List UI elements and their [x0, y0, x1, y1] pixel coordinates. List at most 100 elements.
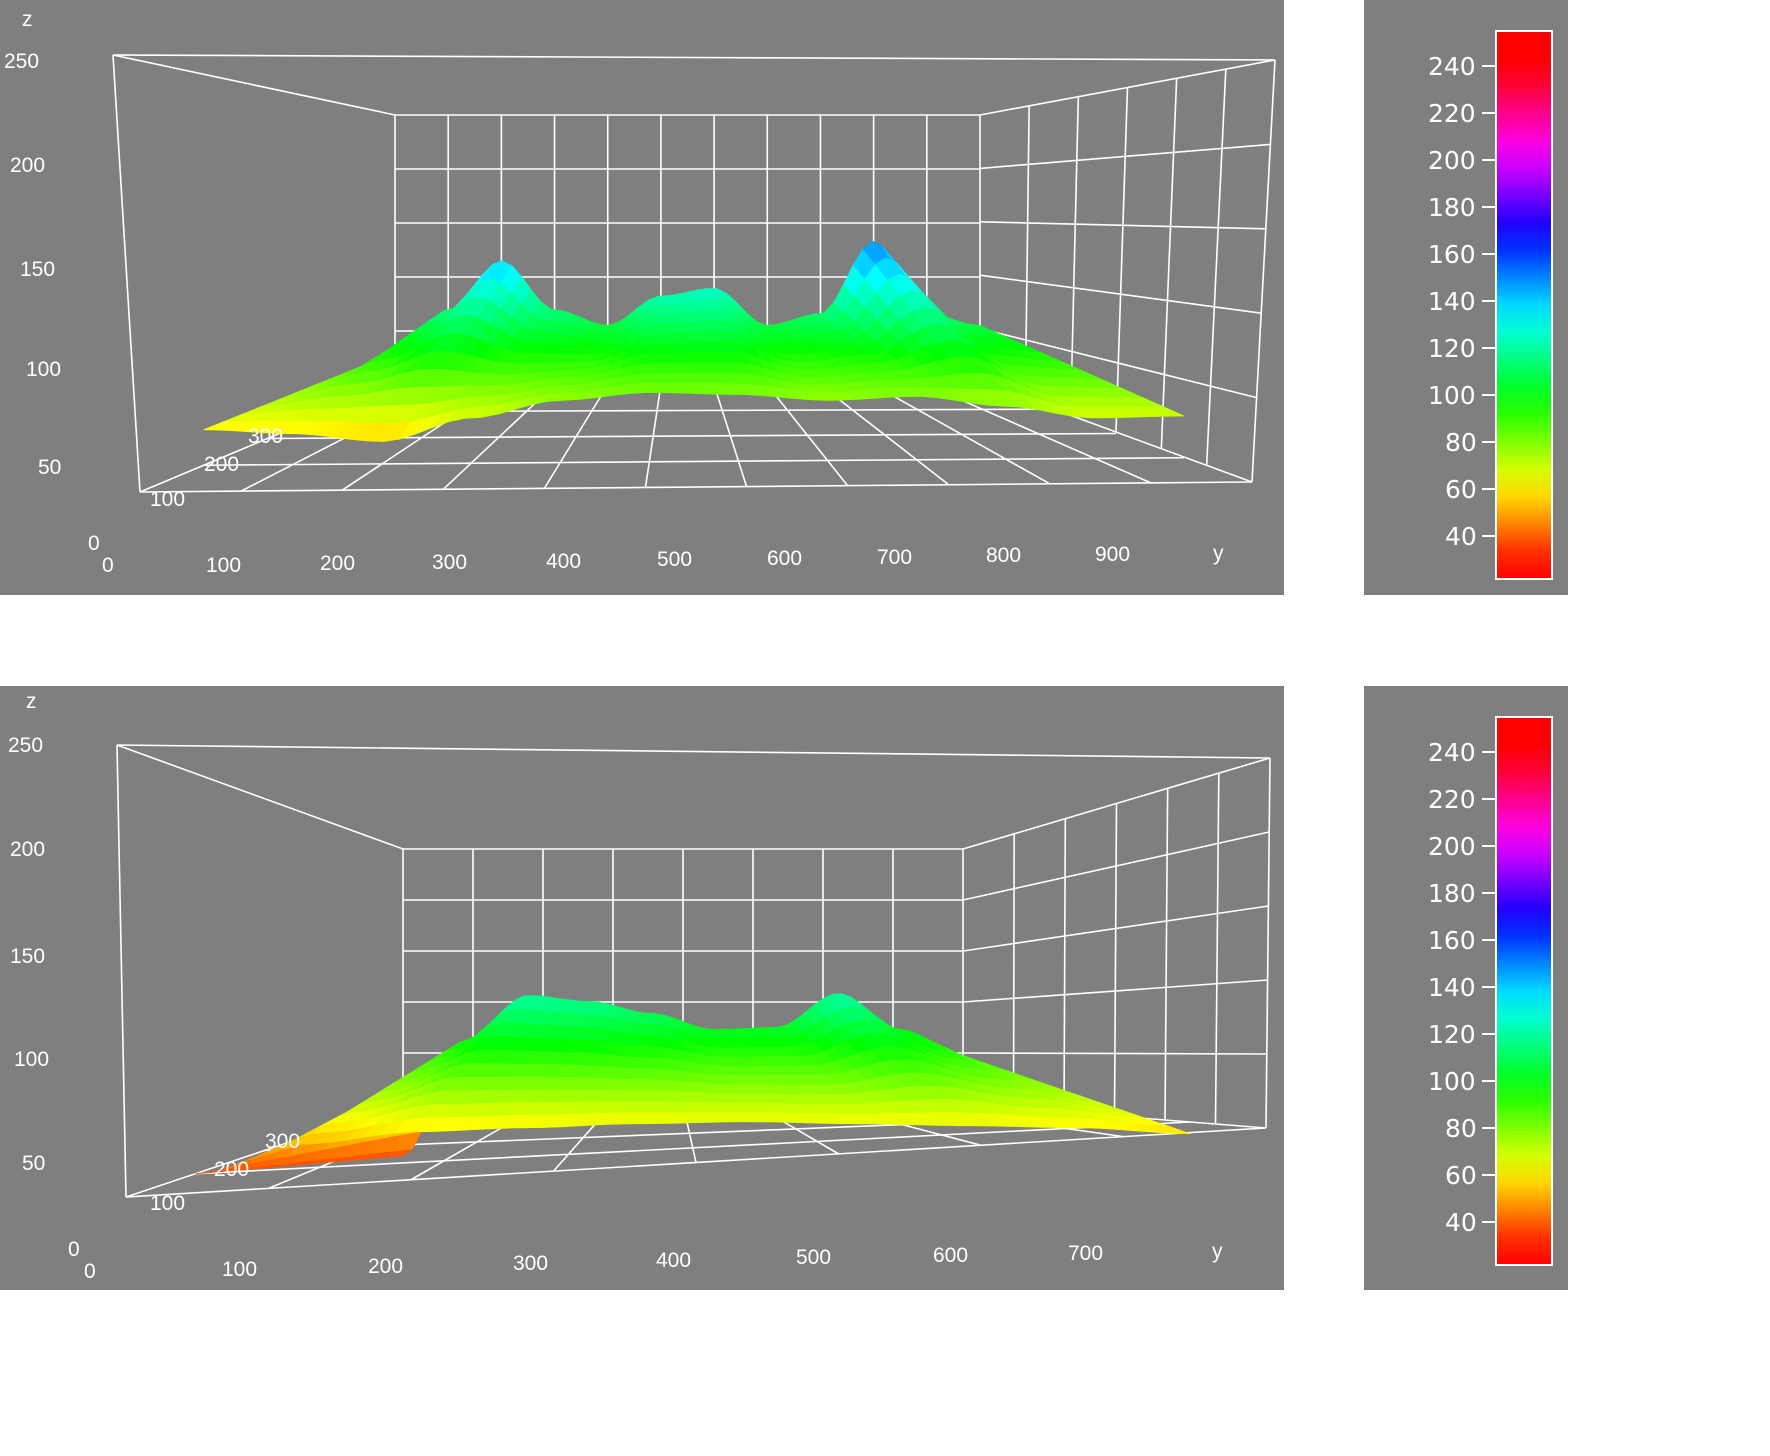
- surface-patch: [708, 383, 728, 395]
- cb-tick-60: 60: [1445, 1161, 1477, 1190]
- surface-patch: [674, 1091, 692, 1103]
- cb-tick-120: 120: [1428, 334, 1476, 363]
- origin-label-y: 0: [84, 1260, 96, 1283]
- surface-patch: [689, 1091, 707, 1104]
- surface-patch: [659, 1112, 677, 1124]
- cb-tick-40: 40: [1445, 1208, 1477, 1237]
- surface-patch: [627, 1101, 646, 1114]
- cb-tick-140: 140: [1428, 973, 1476, 1002]
- surface-patch: [700, 319, 716, 333]
- z-tick-50: 50: [22, 1152, 45, 1175]
- surface-patch: [677, 382, 695, 394]
- surface-patch: [649, 343, 666, 355]
- colorbar-bottom: 240 220 200 180 160 140 120 100 80 60 40: [1364, 686, 1568, 1290]
- surface-patch: [690, 351, 707, 364]
- surface-patch: [633, 1068, 650, 1081]
- z-tick-250: 250: [8, 734, 43, 757]
- cb-tick-120: 120: [1428, 1020, 1476, 1049]
- surface-patch: [690, 341, 706, 354]
- cb-tick-160: 160: [1428, 926, 1476, 955]
- surface: [195, 993, 1191, 1175]
- surface-patch: [641, 1023, 655, 1037]
- surface-patch: [677, 372, 694, 384]
- y-tick-100: 100: [222, 1258, 257, 1281]
- z-axis-label: z: [22, 8, 33, 31]
- colorbar-ticks: [1482, 751, 1496, 1223]
- x-tick-300: 300: [248, 425, 283, 448]
- cb-tick-180: 180: [1428, 193, 1476, 222]
- surface-patch: [701, 330, 718, 343]
- surface-patch: [691, 362, 709, 374]
- y-tick-300: 300: [432, 551, 467, 574]
- surface-patch: [692, 382, 711, 395]
- colorbar-labels: 240 220 200 180 160 140 120 100 80 60 40: [1428, 738, 1477, 1237]
- y-tick-600: 600: [933, 1244, 968, 1267]
- surface-patch: [677, 352, 693, 364]
- surface-patch: [687, 1071, 703, 1084]
- surface-patch: [645, 372, 664, 384]
- cb-tick-220: 220: [1428, 99, 1476, 128]
- cb-tick-180: 180: [1428, 879, 1476, 908]
- surface-patch: [688, 1081, 705, 1094]
- cb-tick-100: 100: [1428, 381, 1476, 410]
- cb-tick-240: 240: [1428, 738, 1476, 767]
- z-tick-100: 100: [14, 1048, 49, 1071]
- surface-patch: [677, 332, 692, 345]
- y-tick-700: 700: [1068, 1242, 1103, 1265]
- surface-patch: [617, 1078, 635, 1092]
- surface-patch: [677, 311, 690, 325]
- z-tick-150: 150: [10, 945, 45, 968]
- surface-patch: [596, 1101, 616, 1114]
- y-tick-200: 200: [368, 1255, 403, 1278]
- y-tick-500: 500: [657, 548, 692, 571]
- colorbar-ticks: [1482, 65, 1496, 537]
- x-tick-100: 100: [150, 488, 185, 511]
- axis-labels: z 250 200 150 100 50 0 0 100 200 300 100…: [4, 8, 1224, 577]
- surface-patch: [629, 372, 648, 385]
- colorbar-gradient: [1495, 30, 1553, 580]
- surface-patch: [666, 303, 679, 316]
- colorbar-top: 240 220 200 180 160 140 120 100 80 60 40: [1364, 0, 1568, 595]
- surface-patch: [691, 1112, 710, 1124]
- surface-patch: [724, 383, 744, 395]
- surface-patch: [659, 1101, 677, 1114]
- surface-patch: [707, 1112, 727, 1123]
- surface-patch: [660, 1090, 677, 1103]
- x-tick-300: 300: [265, 1130, 300, 1153]
- surface-patch: [648, 353, 665, 365]
- surface-patch: [661, 1047, 676, 1061]
- cb-tick-220: 220: [1428, 785, 1476, 814]
- surface-patch: [660, 382, 679, 394]
- surface-patch: [703, 341, 720, 353]
- cb-tick-60: 60: [1445, 475, 1477, 504]
- origin-label-z: 0: [88, 532, 100, 555]
- surface-patch: [704, 351, 722, 364]
- surface-patch: [675, 1101, 693, 1114]
- z-tick-150: 150: [20, 258, 55, 281]
- surface-patch: [692, 372, 710, 385]
- y-axis-label: y: [1212, 1240, 1223, 1263]
- surface-patch: [661, 372, 678, 384]
- plot-canvas-top: z 250 200 150 100 50 0 0 100 200 300 100…: [4, 8, 1276, 577]
- origin-label-y: 0: [102, 554, 114, 577]
- y-tick-400: 400: [546, 550, 581, 573]
- surface-patch: [644, 382, 663, 394]
- z-tick-200: 200: [10, 838, 45, 861]
- surface-patch: [1147, 406, 1185, 417]
- surface-patch: [639, 1034, 654, 1048]
- colorbar-labels: 240 220 200 180 160 140 120 100 80 60 40: [1428, 52, 1477, 551]
- cb-tick-80: 80: [1445, 1114, 1477, 1143]
- surface-patch: [705, 362, 724, 374]
- surface-patch: [627, 1033, 643, 1047]
- y-tick-700: 700: [877, 546, 912, 569]
- surface-patch: [629, 1090, 648, 1103]
- surface-patch: [660, 1079, 676, 1093]
- plot-canvas-bottom: z 250 200 150 100 50 0 0 100 200 300 100…: [8, 690, 1271, 1283]
- surface-patch: [653, 314, 668, 326]
- colorbar-gradient: [1495, 716, 1553, 1266]
- surface-patch: [689, 331, 705, 344]
- surface-patch: [674, 1080, 691, 1093]
- surface-patch: [661, 1058, 676, 1072]
- surface-patch: [647, 363, 664, 374]
- surface-patch: [705, 1102, 725, 1114]
